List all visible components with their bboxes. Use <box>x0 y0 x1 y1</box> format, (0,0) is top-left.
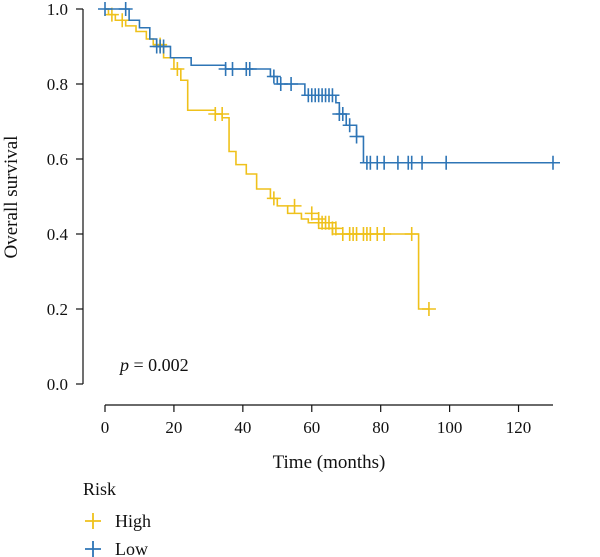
legend-title: Risk <box>83 479 116 499</box>
y-tick-label-0.8: 0.8 <box>47 75 68 94</box>
y-tick-label-0.0: 0.0 <box>47 375 68 394</box>
censor-mark-high <box>304 206 319 221</box>
x-tick-label-0: 0 <box>101 418 110 437</box>
y-tick-label-0.2: 0.2 <box>47 300 68 319</box>
x-tick-label-120: 120 <box>506 418 532 437</box>
legend-marker-low <box>85 541 101 557</box>
censor-mark-low <box>415 155 430 170</box>
censor-mark-low <box>242 62 257 76</box>
censor-mark-high <box>421 302 436 316</box>
x-tick-label-20: 20 <box>165 418 182 437</box>
legend-label-low: Low <box>115 539 148 557</box>
p-value-symbol: p <box>118 355 129 375</box>
series <box>98 2 560 316</box>
censor-mark-high <box>404 227 419 241</box>
y-tick-label-0.6: 0.6 <box>47 150 68 169</box>
series-high <box>104 7 436 316</box>
legend-item-high: High <box>85 511 151 531</box>
censor-mark-low <box>118 2 133 16</box>
censor-mark-low <box>225 62 240 76</box>
legend-label-high: High <box>115 511 151 531</box>
censor-mark-high <box>322 215 336 230</box>
x-tick-label-80: 80 <box>372 418 389 437</box>
legend: Risk High Low <box>83 479 151 557</box>
censor-mark-low <box>325 88 340 103</box>
legend-item-low: Low <box>85 539 148 557</box>
censor-mark-high <box>170 62 185 76</box>
y-tick-label-0.4: 0.4 <box>47 225 69 244</box>
censor-mark-low <box>284 77 299 91</box>
p-value-annotation: p = 0.002 <box>118 355 189 375</box>
censor-mark-low <box>335 107 350 121</box>
censor-mark-high <box>311 212 326 226</box>
censor-mark-low <box>439 155 454 170</box>
p-value-text: = 0.002 <box>129 355 189 375</box>
series-low <box>98 2 560 170</box>
ticks: 0 20 40 60 80 100 120 0.0 0.2 0.4 0.6 0.8 1.0 <box>47 0 532 437</box>
censor-mark-high <box>215 107 230 121</box>
x-tick-label-40: 40 <box>234 418 251 437</box>
censor-mark-high <box>377 227 392 241</box>
censor-mark-low <box>266 69 281 84</box>
survival-curve-high <box>105 8 429 310</box>
legend-marker-high <box>85 513 101 529</box>
censor-mark-low <box>546 155 560 170</box>
x-tick-label-60: 60 <box>303 418 320 437</box>
censor-mark-low <box>98 2 112 16</box>
y-tick-label-1.0: 1.0 <box>47 0 68 19</box>
censor-mark-high <box>104 7 119 22</box>
censor-mark-high <box>328 221 343 236</box>
censor-mark-high <box>266 191 281 206</box>
x-tick-label-100: 100 <box>437 418 463 437</box>
survival-curve-low <box>105 8 553 164</box>
censor-mark-high <box>287 198 302 213</box>
censor-mark-low <box>156 39 171 54</box>
censor-mark-low <box>342 118 357 133</box>
y-axis-title: Overall survival <box>1 136 22 259</box>
axes <box>82 9 553 406</box>
x-axis-title: Time (months) <box>273 452 386 473</box>
censor-mark-low <box>349 129 364 144</box>
censor-mark-high <box>115 13 130 28</box>
censor-mark-low <box>377 155 392 170</box>
